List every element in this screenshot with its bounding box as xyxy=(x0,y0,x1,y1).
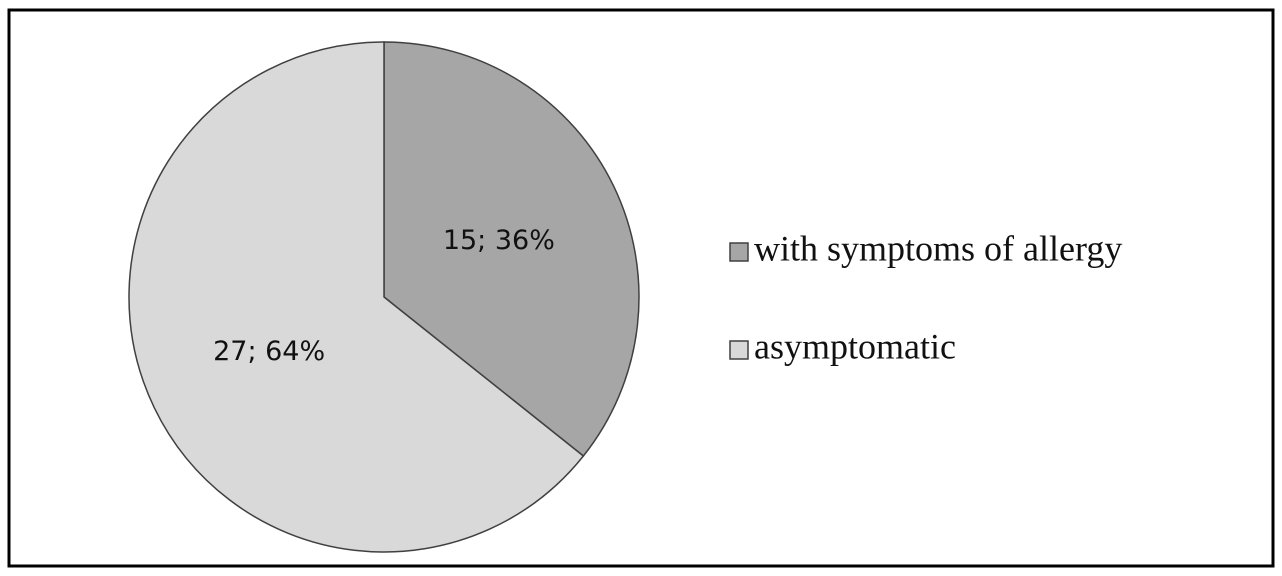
legend-swatch xyxy=(729,340,749,360)
pie-slice xyxy=(383,41,640,458)
pie-slice xyxy=(128,41,585,553)
legend-swatch xyxy=(729,242,749,262)
data-label: 27; 64% xyxy=(213,336,325,367)
legend-label: with symptoms of allergy xyxy=(754,228,1122,268)
legend-label: asymptomatic xyxy=(754,326,956,366)
data-label: 15; 36% xyxy=(443,225,555,256)
